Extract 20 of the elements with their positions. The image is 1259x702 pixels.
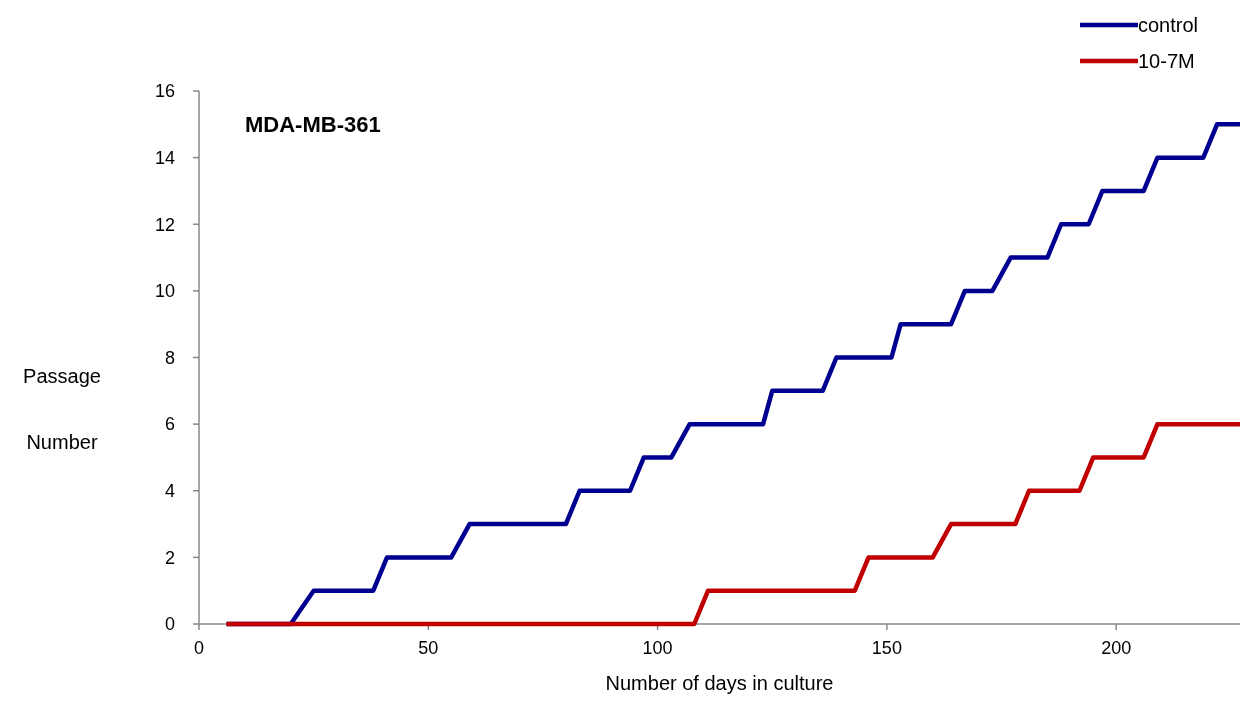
legend-label: 10-7M <box>1138 50 1195 72</box>
text: MDA-MB-361 <box>245 112 381 137</box>
y-tick-label: 10 <box>154 281 175 302</box>
x-tick-label: 0 <box>193 638 205 658</box>
y-tick-label: 0 <box>164 614 175 635</box>
x-tick-label: 150 <box>871 638 902 658</box>
y-tick-label: 14 <box>154 147 175 168</box>
y-tick-label: 4 <box>164 481 175 502</box>
y-tick-label: 6 <box>164 414 175 435</box>
y-tick-label: 8 <box>164 347 175 368</box>
y-tick-label: 2 <box>164 547 175 568</box>
line-series <box>224 421 1243 627</box>
x-tick-label: 200 <box>1101 638 1132 658</box>
x-tick-label: 50 <box>418 638 439 658</box>
y-tick-label: 12 <box>154 214 175 235</box>
text: Passage Number <box>23 365 101 453</box>
legend-label: control <box>1138 14 1199 36</box>
x-tick-label: 100 <box>642 638 673 658</box>
y-tick-label: 16 <box>154 81 175 102</box>
x-axis-title: Number of days in culture <box>605 672 834 694</box>
